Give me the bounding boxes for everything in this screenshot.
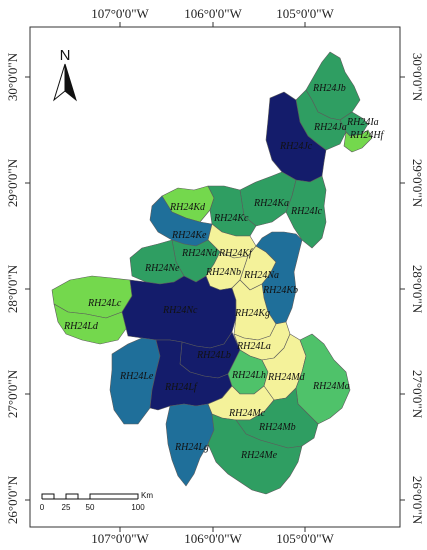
left-tick-label: 28°0'0"N <box>5 264 20 313</box>
region-RH24Kb[interactable] <box>255 231 303 325</box>
region-label: RH24Lf <box>164 382 198 393</box>
scale-bar-label: 50 <box>86 503 95 512</box>
map-frame <box>29 26 401 528</box>
bottom-tick-label: 105°0'0"W <box>276 531 334 546</box>
region-label: RH24Ja <box>313 122 347 133</box>
region-label: RH24Kf <box>218 248 253 259</box>
region-label: RH24Lb <box>196 350 231 361</box>
right-tick-label: 28°0'0"N <box>410 265 425 314</box>
region-RH24Me[interactable] <box>207 413 303 495</box>
region-label: RH24Me <box>240 450 278 461</box>
top-tick-label: 105°0'0"W <box>276 6 334 21</box>
region-label: RH24Md <box>267 372 306 383</box>
bottom-tick-label: 106°0'0"W <box>184 531 242 546</box>
region-label: RH24Ld <box>63 321 99 332</box>
scale-bar: Km 0 25 50 100 <box>40 491 154 512</box>
bottom-tick-label: 107°0'0"W <box>91 531 149 546</box>
left-tick-label: 26°0'0"N <box>5 475 20 524</box>
region-label: RH24Mb <box>258 422 296 433</box>
region-label: RH24Ne <box>144 263 180 274</box>
region-label: RH24Kg <box>234 308 270 319</box>
region-label: RH24Nb <box>205 267 241 278</box>
left-tick-label: 30°0'0"N <box>5 52 20 101</box>
north-arrow-icon: N <box>53 47 77 102</box>
region-label: RH24Jb <box>312 83 346 94</box>
region-RH24Ld[interactable] <box>53 303 129 345</box>
region-label: RH24Mc <box>228 408 266 419</box>
north-label: N <box>60 47 71 64</box>
scale-bar-label: 0 <box>40 503 45 512</box>
region-label: RH24Ic <box>290 206 323 217</box>
region-RH24Ma[interactable] <box>295 333 351 425</box>
region-RH24Lg[interactable] <box>165 403 215 487</box>
region-label: RH24La <box>236 341 271 352</box>
region-labels: RH24Jb RH24Ia RH24Ja RH24Hf RH24Jc RH24K… <box>63 83 385 461</box>
region-label: RH24Nd <box>181 248 218 259</box>
right-tick-label: 26°0'0"N <box>410 476 425 525</box>
region-polygons <box>51 51 373 495</box>
region-label: RH24Ma <box>312 381 350 392</box>
region-RH24Nc[interactable] <box>121 275 237 349</box>
region-RH24Ic[interactable] <box>285 175 327 249</box>
region-label: RH24Na <box>243 270 279 281</box>
top-tick-label: 106°0'0"W <box>184 6 242 21</box>
region-label: RH24Lh <box>231 370 266 381</box>
region-label: RH24Le <box>119 371 154 382</box>
region-label: RH24Lc <box>87 298 122 309</box>
region-label: RH24Ia <box>346 117 379 128</box>
right-tick-label: 29°0'0"N <box>410 159 425 208</box>
region-label: RH24Jc <box>279 141 313 152</box>
top-tick-label: 107°0'0"W <box>91 6 149 21</box>
scale-bar-label: 25 <box>62 503 71 512</box>
graticule-ticks <box>25 22 405 532</box>
right-tick-label: 30°0'0"N <box>410 53 425 102</box>
scale-bar-label: 100 <box>131 503 145 512</box>
left-tick-label: 29°0'0"N <box>5 158 20 207</box>
region-label: RH24Nc <box>162 305 198 316</box>
region-label: RH24Kd <box>169 202 206 213</box>
region-RH24Jc[interactable] <box>265 91 327 183</box>
region-label: RH24Hf <box>349 130 385 141</box>
region-label: RH24Kc <box>213 213 249 224</box>
region-label: RH24Kb <box>262 285 298 296</box>
region-RH24Hf[interactable] <box>343 129 373 153</box>
region-label: RH24Ke <box>171 230 207 241</box>
left-tick-label: 27°0'0"N <box>5 369 20 418</box>
region-label: RH24Lg <box>174 442 209 453</box>
right-tick-label: 27°0'0"N <box>410 370 425 419</box>
scale-bar-unit: Km <box>141 491 153 500</box>
region-label: RH24Ka <box>253 198 289 209</box>
